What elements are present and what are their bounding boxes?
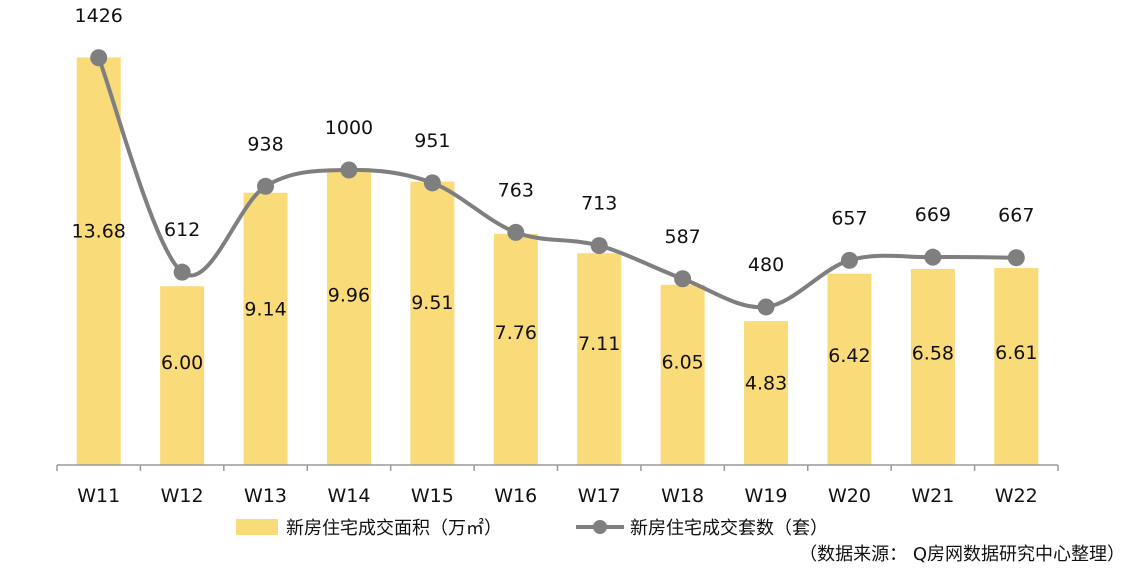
bar-value-label: 9.14 [244, 298, 286, 320]
line-point-W19 [757, 298, 775, 316]
bar-W14 [326, 168, 371, 466]
legend-line-marker [593, 520, 607, 534]
line-point-W18 [674, 270, 692, 288]
line-value-label: 951 [414, 130, 450, 152]
legend-bar-label: 新房住宅成交面积（万㎡） [286, 518, 502, 539]
legend-bar-swatch [236, 519, 278, 535]
series-line-count [96, 57, 1017, 310]
line-value-label: 657 [831, 207, 867, 229]
line-value-label: 938 [247, 133, 283, 155]
legend-line-label: 新房住宅成交套数（套） [630, 518, 828, 539]
x-tick-label: W20 [828, 485, 871, 507]
x-axis: W11 W12 W13 W14 W15 W16 W17 W18 W19 W20 W21 W22 [56, 464, 1059, 507]
line-value-label: 587 [664, 226, 700, 248]
bar-W13 [243, 192, 288, 465]
bar-W12 [160, 286, 205, 465]
line-point-W16 [507, 223, 525, 241]
x-tick-label: W14 [327, 485, 370, 507]
line-value-label: 480 [748, 254, 784, 276]
line-value-label: 1000 [325, 117, 373, 139]
line-point-W14 [340, 161, 358, 179]
x-tick-label: W19 [745, 485, 788, 507]
bar-W19 [744, 321, 789, 465]
legend-line-swatch [576, 519, 624, 535]
x-tick-label: W12 [161, 485, 204, 507]
line-value-label: 612 [164, 219, 200, 241]
bar-value-label: 6.61 [995, 342, 1037, 364]
bar-W15 [410, 181, 455, 465]
bar-value-label: 6.00 [161, 352, 203, 374]
bar-value-label: 7.76 [495, 322, 537, 344]
line-point-W11 [90, 49, 108, 67]
line-value-label: 667 [998, 205, 1034, 227]
bar-value-label: 9.51 [411, 292, 453, 314]
legend-item-count: 新房住宅成交套数（套） [576, 514, 828, 540]
labels-group: 13.68 6.00 9.14 9.96 9.51 7.76 7.11 6.05 4.83 6.4… [72, 5, 1038, 394]
line-value-label: 669 [915, 204, 951, 226]
x-tick-label: W13 [244, 485, 287, 507]
line-point-W22 [1007, 249, 1025, 267]
bar-value-label: 13.68 [72, 221, 126, 243]
x-tick-label: W11 [77, 485, 120, 507]
legend: 新房住宅成交面积（万㎡） 新房住宅成交套数（套） [236, 514, 828, 540]
bar-W18 [660, 284, 705, 465]
source-note: （数据来源： Q房网数据研究中心整理） [799, 544, 1125, 565]
line-point-W20 [840, 251, 858, 269]
line-value-label: 713 [581, 193, 617, 215]
line-point-W21 [924, 248, 942, 266]
bars-group [76, 57, 1039, 466]
x-tick-label: W17 [578, 485, 621, 507]
x-tick-label: W21 [911, 485, 954, 507]
line-point-W17 [590, 237, 608, 255]
line-group [90, 49, 1025, 316]
line-point-W13 [257, 177, 275, 195]
line-value-label: 763 [498, 179, 534, 201]
bar-value-label: 6.42 [828, 345, 870, 367]
line-value-label: 1426 [75, 5, 123, 27]
bar-W22 [994, 268, 1039, 465]
x-tick-label: W15 [411, 485, 454, 507]
bar-value-label: 6.05 [661, 351, 703, 373]
chart: W11 W12 W13 W14 W15 W16 W17 W18 W19 W20 W21 W22 13.… [56, 5, 1059, 507]
bar-value-label: 4.83 [745, 372, 787, 394]
bar-value-label: 6.58 [912, 342, 954, 364]
legend-item-area: 新房住宅成交面积（万㎡） [236, 514, 502, 540]
bar-W21 [910, 268, 955, 465]
bar-W16 [493, 233, 538, 465]
bar-W17 [577, 253, 622, 465]
bar-W20 [827, 273, 872, 465]
line-point-W15 [423, 174, 441, 192]
line-point-W12 [173, 263, 191, 281]
bar-W11 [76, 57, 121, 465]
x-tick-label: W22 [995, 485, 1038, 507]
x-tick-label: W18 [661, 485, 704, 507]
bar-value-label: 7.11 [578, 333, 620, 355]
bar-value-label: 9.96 [328, 284, 370, 306]
x-tick-label: W16 [494, 485, 537, 507]
